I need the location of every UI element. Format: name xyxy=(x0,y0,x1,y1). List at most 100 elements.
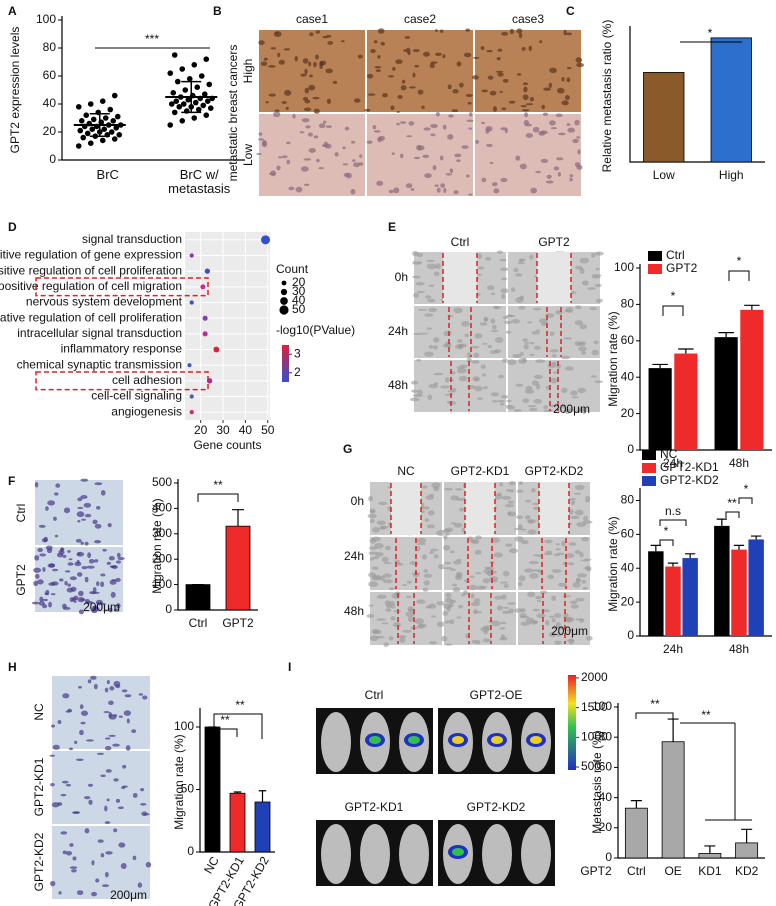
cell xyxy=(57,802,63,806)
cell xyxy=(285,106,289,111)
cell xyxy=(368,581,379,588)
cell xyxy=(547,574,555,580)
cell xyxy=(538,318,548,324)
cell xyxy=(564,366,574,371)
cell xyxy=(84,513,92,518)
cell xyxy=(309,74,313,78)
cell xyxy=(418,332,429,335)
cell xyxy=(402,584,408,587)
cell xyxy=(115,798,121,803)
cell xyxy=(428,383,439,389)
cell xyxy=(397,94,403,100)
cell xyxy=(485,125,493,132)
cell xyxy=(74,561,82,567)
cell xyxy=(473,352,480,358)
cell xyxy=(536,599,542,603)
cell xyxy=(445,592,452,598)
cell xyxy=(116,552,121,558)
cell xyxy=(561,404,567,408)
significance-bracket xyxy=(725,511,740,518)
cell xyxy=(527,529,537,535)
cell xyxy=(551,568,562,573)
error-bar xyxy=(751,535,762,540)
cell xyxy=(416,290,425,294)
colorbar-tick-label: 500 xyxy=(581,759,601,773)
dot xyxy=(186,76,193,82)
dot xyxy=(87,101,94,107)
cell xyxy=(475,535,482,540)
cell xyxy=(449,619,455,625)
cell xyxy=(574,484,585,491)
column-label: Ctrl xyxy=(451,235,470,249)
cell xyxy=(490,292,496,295)
cell xyxy=(574,320,583,326)
cell xyxy=(375,635,385,639)
cell xyxy=(529,573,539,579)
cell xyxy=(565,94,570,101)
panel-letter: I xyxy=(288,660,291,674)
cell xyxy=(470,593,475,599)
cell xyxy=(503,320,513,325)
cell xyxy=(579,324,588,330)
cell xyxy=(100,490,106,496)
cell xyxy=(532,608,540,612)
cell xyxy=(91,591,100,594)
cell xyxy=(108,734,116,737)
cell xyxy=(110,591,116,598)
cell xyxy=(47,500,56,506)
cell xyxy=(525,133,533,138)
significance-label: * xyxy=(737,254,742,268)
cell xyxy=(401,79,406,84)
cell xyxy=(435,263,441,269)
micrograph xyxy=(475,114,581,196)
cell xyxy=(444,643,453,646)
cell xyxy=(304,99,311,104)
cell xyxy=(416,358,422,362)
cell xyxy=(506,314,514,318)
cell xyxy=(553,553,560,557)
cell xyxy=(388,636,394,641)
dot xyxy=(173,98,180,104)
y-tick-label: 80 xyxy=(43,40,57,54)
cell xyxy=(106,798,110,802)
cell xyxy=(397,635,407,639)
dot xyxy=(179,118,186,124)
cell xyxy=(507,511,512,516)
cell xyxy=(84,795,91,800)
cell xyxy=(551,354,557,358)
cell xyxy=(395,59,403,65)
cell xyxy=(491,537,500,543)
cell xyxy=(110,565,117,569)
cell xyxy=(42,598,49,602)
cell xyxy=(33,580,39,587)
cell xyxy=(531,330,540,335)
cell xyxy=(576,164,583,170)
cell xyxy=(481,177,487,183)
cell xyxy=(417,308,427,311)
cell xyxy=(544,539,553,544)
cell xyxy=(416,537,427,544)
cell xyxy=(525,385,533,391)
cell xyxy=(456,61,462,67)
cell xyxy=(591,349,600,356)
cell xyxy=(483,317,488,322)
cell xyxy=(313,135,319,139)
scratch-gap xyxy=(539,482,569,535)
cell xyxy=(440,183,445,188)
significance-label: ** xyxy=(701,708,711,722)
cell xyxy=(33,567,42,573)
cell xyxy=(565,32,573,36)
scale-bar: 200μm xyxy=(551,624,588,638)
cell xyxy=(472,75,479,80)
cell xyxy=(519,613,527,618)
legend-bubble xyxy=(281,280,287,286)
cell xyxy=(376,520,386,526)
cell xyxy=(499,621,507,625)
cell xyxy=(64,570,71,573)
cell xyxy=(364,108,371,112)
cell xyxy=(435,111,440,117)
cell xyxy=(38,524,46,528)
cell xyxy=(391,592,401,599)
cell xyxy=(91,891,97,897)
